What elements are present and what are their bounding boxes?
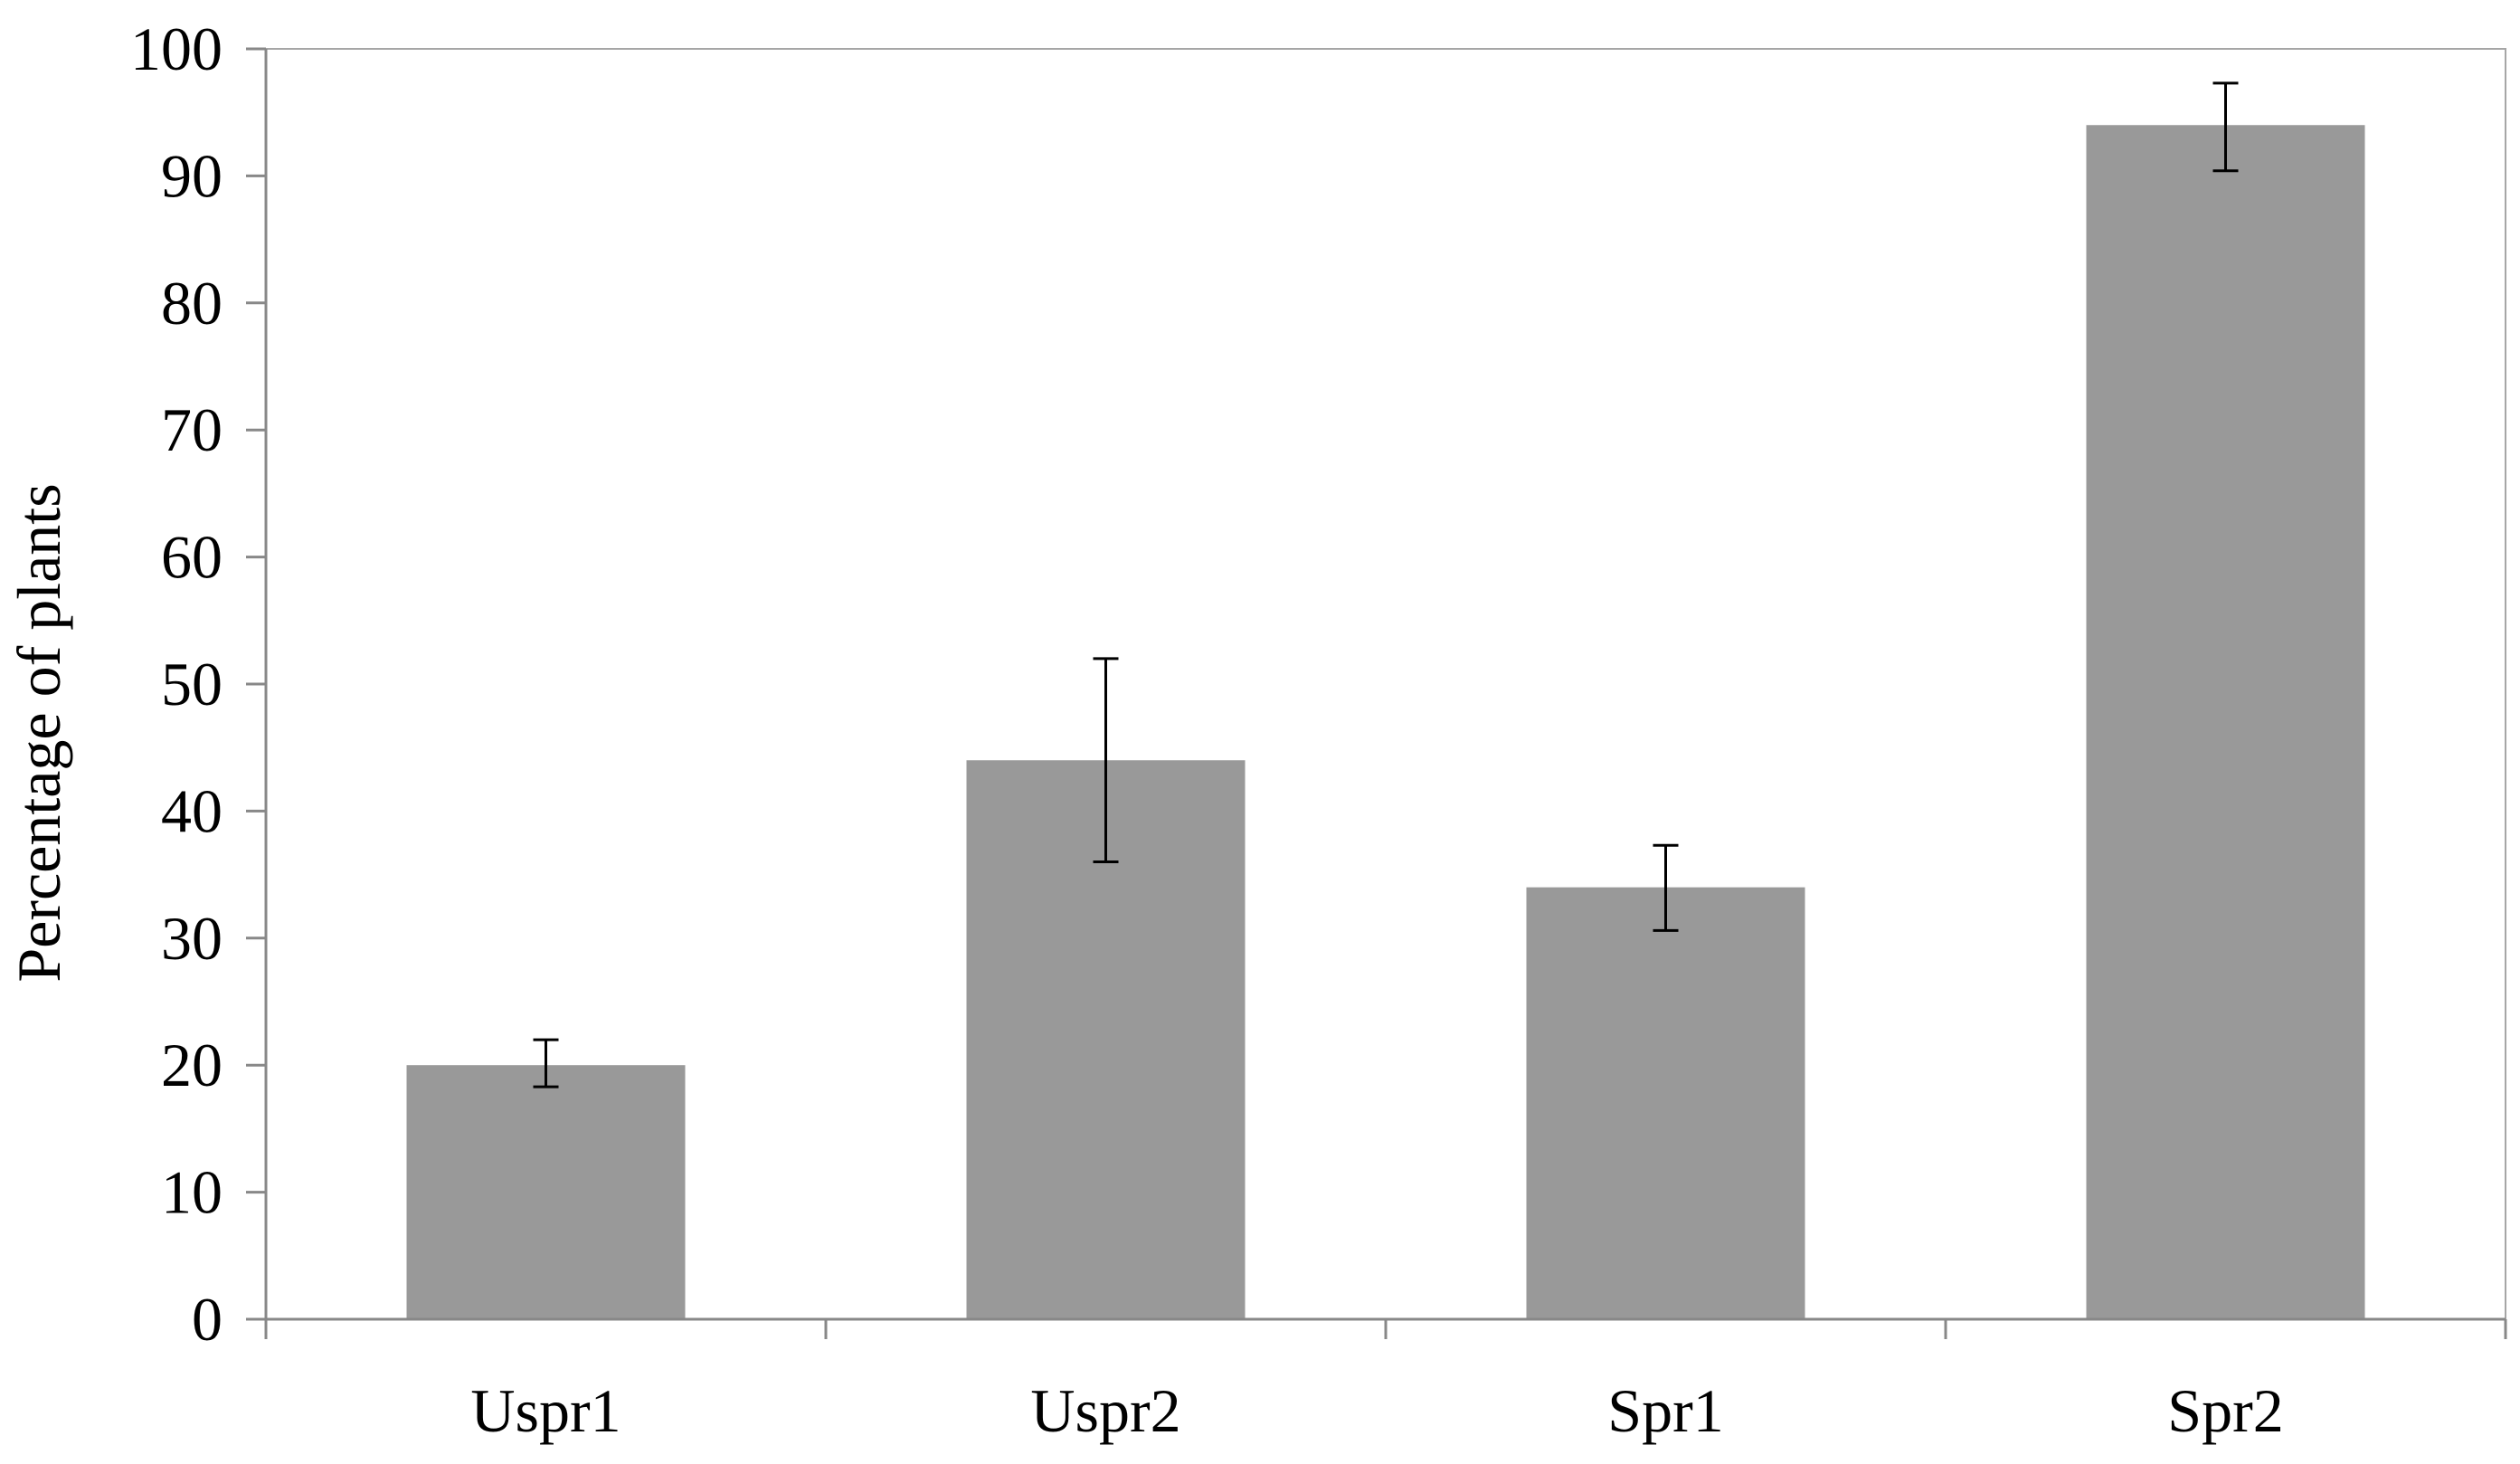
error-bar-spr2 [2212, 81, 2239, 173]
x-tick-label: Spr2 [2167, 1376, 2283, 1445]
bars-group [406, 125, 2365, 1320]
x-tick-label: Spr1 [1607, 1376, 1723, 1445]
bar-spr2 [2086, 125, 2365, 1320]
y-tick-label: 10 [161, 1158, 223, 1227]
x-tick-label: Uspr1 [470, 1376, 621, 1445]
y-tick-label: 20 [161, 1031, 223, 1099]
y-tick-label: 30 [161, 904, 223, 973]
bar-spr1 [1526, 887, 1805, 1319]
axes-group [246, 47, 2507, 1339]
error-bars-group [533, 81, 2239, 1088]
y-tick-label: 100 [130, 14, 223, 83]
bar-uspr1 [406, 1065, 686, 1319]
y-tick-label: 60 [161, 523, 223, 592]
x-tick-labels: Uspr1 Uspr2 Spr1 Spr2 [470, 1376, 2283, 1445]
error-bar-spr1 [1653, 843, 1679, 932]
y-axis-title: Percentage of plants [5, 483, 73, 982]
y-tick-label: 40 [161, 776, 223, 845]
y-tick-label: 70 [161, 395, 223, 464]
y-tick-label: 80 [161, 269, 223, 337]
y-tick-label: 90 [161, 141, 223, 210]
y-tick-label: 50 [161, 650, 223, 718]
x-tick-label: Uspr2 [1030, 1376, 1180, 1445]
error-bar-uspr2 [1093, 657, 1119, 864]
error-bar-uspr1 [533, 1038, 559, 1088]
y-tick-labels: 0 10 20 30 40 50 60 70 80 90 100 [130, 14, 223, 1354]
y-tick-label: 0 [192, 1285, 223, 1354]
